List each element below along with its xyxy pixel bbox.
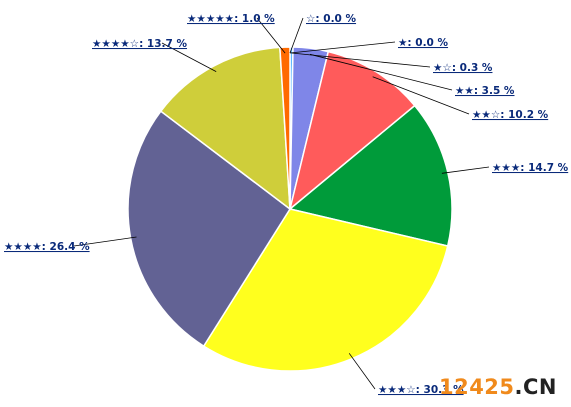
slice-5-leader-line [372, 76, 470, 115]
slice-6-wedge[interactable] [288, 104, 453, 247]
slice-4-label[interactable]: ★★: 3.5 % [455, 85, 515, 97]
site-watermark: 12425.CN [439, 375, 557, 399]
slice-7-leader-line [348, 353, 376, 390]
slice-5-wedge[interactable] [288, 50, 416, 212]
slice-5-label[interactable]: ★★☆: 10.2 % [472, 109, 549, 121]
slice-10-wedge[interactable] [279, 46, 291, 210]
slice-2-label[interactable]: ★: 0.0 % [398, 37, 449, 49]
slice-3-label[interactable]: ★☆: 0.3 % [433, 62, 493, 74]
slice-8-leader-line [73, 236, 137, 247]
slice-9-label[interactable]: ★★★★☆: 13.7 % [92, 38, 187, 50]
slice-1-leader-line [289, 17, 304, 54]
slice-2-leader-line [289, 41, 396, 54]
slice-7-label[interactable]: ★★★☆: 30.3 % [378, 384, 464, 396]
slice-1-label[interactable]: ☆: 0.0 % [306, 13, 357, 25]
slice-4-leader-line [309, 53, 453, 91]
slice-6-leader-line [441, 166, 490, 174]
slice-6-label[interactable]: ★★★: 14.7 % [492, 162, 569, 174]
slice-10-label[interactable]: ★★★★★: 1.0 % [187, 13, 275, 25]
slice-9-wedge[interactable] [159, 46, 291, 211]
slice-9-leader-line [161, 42, 217, 72]
slice-10-leader-line [256, 17, 286, 54]
watermark-suffix: .CN [514, 375, 557, 399]
watermark-number: 12425 [438, 375, 515, 399]
slice-8-label[interactable]: ★★★★: 26.4 % [4, 241, 90, 253]
